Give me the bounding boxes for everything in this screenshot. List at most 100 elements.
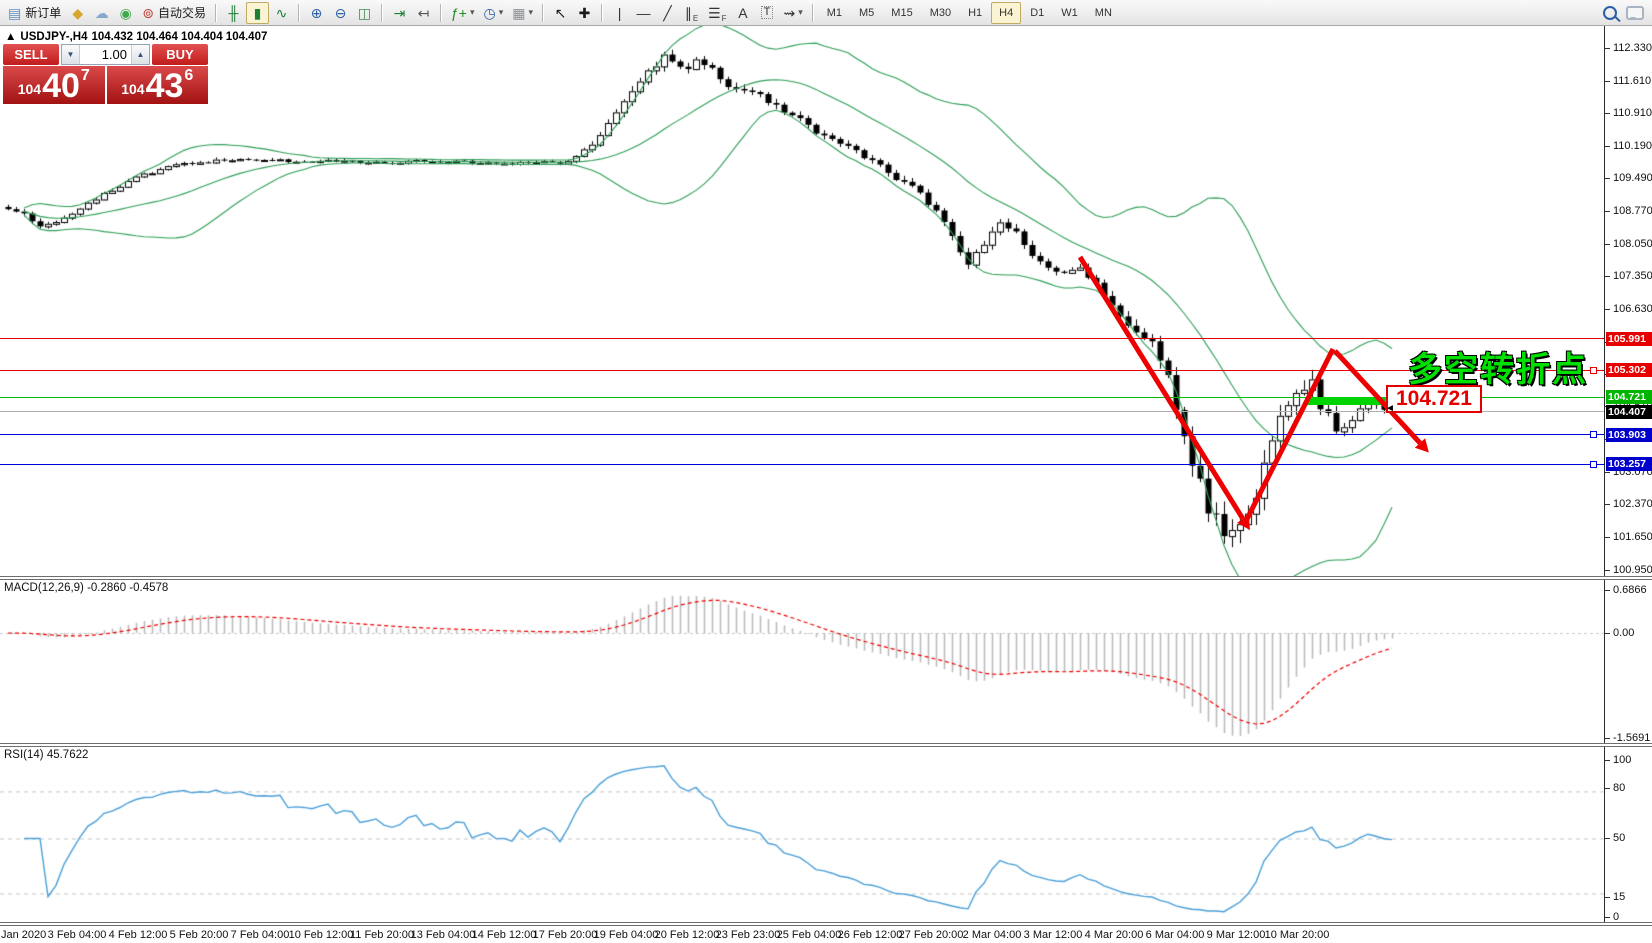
collapse-marker[interactable]: ▲ <box>5 31 17 43</box>
community-button[interactable]: ☁ <box>90 2 113 24</box>
line-handle-105.302[interactable] <box>1590 366 1597 374</box>
horizontal-line-103.903[interactable] <box>0 434 1604 436</box>
horizontal-line-button[interactable]: — <box>632 2 655 24</box>
toolbar-separator <box>601 3 604 22</box>
timeframe-button-m1[interactable]: M1 <box>826 6 843 19</box>
toolbar-separator <box>381 3 383 22</box>
chat-button[interactable] <box>1622 2 1648 24</box>
auto-scroll-icon: ↤ <box>417 4 430 21</box>
horizontal-line-104.721[interactable] <box>0 396 1604 398</box>
arrows-button[interactable]: ⇝ ▾ <box>779 2 806 24</box>
bar-chart-button[interactable]: ╫ <box>222 2 245 24</box>
volume-decrease-button[interactable]: ▼ <box>62 45 80 64</box>
indicator-tick-label: -1.5691 <box>1613 731 1651 744</box>
price-badge-104.721: 104.721 <box>1606 390 1652 405</box>
tile-windows-button[interactable]: ◫ <box>353 2 376 24</box>
sell-price[interactable]: 104 40 7 <box>3 66 105 104</box>
price-tick-mark <box>1605 210 1610 212</box>
sell-button[interactable]: SELL <box>3 44 59 65</box>
horizontal-line-103.257[interactable] <box>0 463 1604 465</box>
toolbar-separator <box>440 3 442 22</box>
timeframe-button-mn[interactable]: MN <box>1094 6 1112 19</box>
zoom-out-button[interactable]: ⊖ <box>329 2 352 24</box>
pane-separator-timeaxis <box>0 922 1652 926</box>
timeframe-button-w1[interactable]: W1 <box>1061 6 1078 19</box>
candlestick-chart-button[interactable]: ▮ <box>246 1 269 24</box>
vertical-line-button[interactable]: | <box>608 2 631 24</box>
indicator-tick-mark <box>1605 632 1610 634</box>
date-tick-label: 30 Jan 2020 <box>0 929 47 941</box>
horizontal-line-105.302[interactable] <box>0 369 1604 371</box>
search-button[interactable] <box>1598 2 1621 24</box>
chart-window-button[interactable]: ◆ <box>66 2 89 24</box>
price-chart-canvas[interactable] <box>0 26 1652 576</box>
arrows-icon: ⇝ <box>783 4 796 21</box>
date-tick-label: 5 Feb 20:00 <box>169 929 229 941</box>
search-icon <box>1602 5 1617 20</box>
indicator-tick-label: 100 <box>1613 753 1632 766</box>
zoom-in-icon: ⊕ <box>310 4 323 21</box>
indicators-button[interactable]: ƒ+ ▾ <box>447 2 479 24</box>
macd-indicator-canvas[interactable] <box>0 580 1652 743</box>
timeframe-button-h4[interactable]: H4 <box>991 1 1022 24</box>
periods-dropdown-caret: ▾ <box>498 7 504 17</box>
volume-input[interactable] <box>80 45 131 64</box>
periods-button[interactable]: ◷ ▾ <box>480 2 508 24</box>
timeframe-button-m15[interactable]: M15 <box>891 6 913 19</box>
auto-scroll-button[interactable]: ↤ <box>412 2 435 24</box>
new-order-button[interactable]: ▤ 新订单 <box>4 2 65 24</box>
rsi-axis-border <box>1604 747 1605 922</box>
horizontal-line-icon: — <box>636 4 651 21</box>
line-chart-button[interactable]: ∿ <box>270 2 293 24</box>
buy-price[interactable]: 104 43 6 <box>106 66 208 104</box>
price-tick-mark <box>1605 569 1610 571</box>
line-handle-103.257[interactable] <box>1590 460 1597 468</box>
price-tick-mark <box>1605 275 1610 277</box>
price-level-annotation[interactable]: 104.721 <box>1386 385 1482 413</box>
buy-price-handle: 104 <box>121 81 145 97</box>
vertical-line-icon: | <box>617 4 622 21</box>
date-tick-label: 9 Mar 12:00 <box>1206 929 1266 941</box>
text-button[interactable]: A <box>731 2 754 24</box>
price-badge-105.991: 105.991 <box>1606 331 1652 346</box>
fibonacci-button[interactable]: ☰ F <box>704 2 730 24</box>
horizontal-line-104.407[interactable] <box>0 411 1604 412</box>
buy-button[interactable]: BUY <box>152 44 208 65</box>
price-badge-103.257: 103.257 <box>1606 457 1652 472</box>
timeframe-button-m5[interactable]: M5 <box>859 6 875 19</box>
crosshair-button[interactable]: ✚ <box>573 2 596 24</box>
price-tick-mark <box>1605 309 1610 311</box>
line-handle-103.903[interactable] <box>1590 431 1597 439</box>
indicator-tick-mark <box>1605 589 1610 591</box>
equidistant-channel-button[interactable]: ∥ E <box>680 2 703 24</box>
horizontal-line-105.991[interactable] <box>0 338 1604 340</box>
volume-increase-button[interactable]: ▲ <box>131 45 149 64</box>
pane-separator-rsi[interactable] <box>0 743 1652 747</box>
timeframe-button-h1[interactable]: H1 <box>968 6 983 19</box>
text-label-button[interactable]: T <box>755 2 778 24</box>
scroll-to-end-icon: ⇥ <box>393 4 406 21</box>
mouse-cursor-pointer: ◄ <box>1385 403 1395 414</box>
price-tick-mark <box>1605 47 1610 49</box>
turning-point-annotation[interactable]: 多空转折点 <box>1408 351 1588 389</box>
date-tick-label: 19 Feb 04:00 <box>593 929 659 941</box>
timeframe-button-d1[interactable]: D1 <box>1030 6 1045 19</box>
equidistant-channel-icon: ∥ <box>684 4 692 21</box>
signals-button[interactable]: ◉ <box>114 2 137 24</box>
price-tick-label: 102.370 <box>1613 498 1652 511</box>
pane-separator-macd[interactable] <box>0 576 1652 580</box>
templates-button[interactable]: ▦ ▾ <box>508 2 537 24</box>
price-tick-label: 108.770 <box>1613 204 1652 217</box>
date-tick-label: 4 Mar 20:00 <box>1084 929 1144 941</box>
cursor-button[interactable]: ↖ <box>549 2 572 24</box>
timeframe-button-m30[interactable]: M30 <box>929 6 952 19</box>
rsi-indicator-canvas[interactable] <box>0 747 1652 922</box>
auto-trading-button[interactable]: ⊚ 自动交易 <box>138 2 210 24</box>
templates-dropdown-caret: ▾ <box>528 7 534 17</box>
ohlc-values: 104.432 104.464 104.404 104.407 <box>91 31 268 43</box>
indicator-tick-label: 80 <box>1613 781 1626 794</box>
scroll-to-end-button[interactable]: ⇥ <box>388 2 411 24</box>
trend-line-button[interactable]: ╱ <box>656 2 679 24</box>
indicators-icon: ƒ+ <box>451 4 467 21</box>
zoom-in-button[interactable]: ⊕ <box>305 2 328 24</box>
